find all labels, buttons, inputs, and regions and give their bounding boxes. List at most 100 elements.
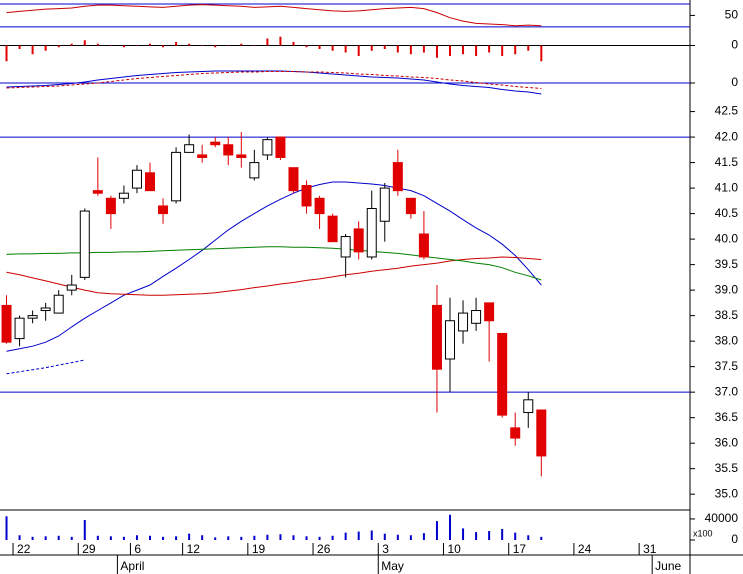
- line: [6, 4, 542, 27]
- bar: [292, 535, 295, 540]
- candle-body: [223, 144, 234, 156]
- bar: [449, 45, 451, 56]
- bar: [370, 45, 373, 51]
- bar: [514, 45, 517, 55]
- candle-body: [510, 427, 521, 439]
- bar: [370, 530, 373, 540]
- bar: [201, 535, 204, 540]
- candle-body: [536, 409, 547, 457]
- bar: [96, 43, 99, 46]
- month-label: April: [120, 559, 144, 573]
- bar: [383, 533, 386, 540]
- candle-body: [158, 205, 169, 215]
- y-tick-label: 37.0: [715, 384, 739, 398]
- bar: [383, 45, 386, 49]
- bar: [475, 45, 478, 56]
- bar: [18, 45, 21, 49]
- y-tick-label: 0: [731, 75, 738, 89]
- candle-body: [14, 317, 25, 340]
- bar: [540, 536, 543, 540]
- y-tick-label: 36.0: [715, 435, 739, 449]
- bar: [253, 535, 256, 540]
- x-tick-label: 12: [187, 542, 201, 556]
- bar: [83, 520, 86, 540]
- y-tick-label: 35.0: [715, 486, 739, 500]
- y-tick-label: 37.5: [715, 359, 739, 373]
- bar: [175, 536, 178, 540]
- bar: [501, 528, 504, 540]
- bar: [57, 535, 60, 540]
- bar: [409, 535, 412, 540]
- bar: [462, 45, 465, 55]
- y-tick-label: 42.5: [715, 104, 739, 118]
- bar: [305, 45, 308, 48]
- candle-body: [53, 294, 64, 314]
- bar: [475, 532, 478, 540]
- bar: [162, 536, 165, 540]
- bar: [5, 45, 8, 62]
- bar: [122, 45, 125, 48]
- candle-body: [379, 187, 390, 222]
- candle-body: [1, 304, 12, 343]
- bar: [396, 45, 399, 53]
- bar: [435, 45, 438, 58]
- bar: [70, 536, 73, 540]
- bar: [435, 521, 438, 540]
- x-tick-label: 19: [252, 542, 266, 556]
- candle-body: [484, 302, 495, 322]
- bar: [344, 532, 347, 540]
- bar: [44, 536, 47, 540]
- candle-body: [27, 315, 38, 319]
- moving-average: [6, 246, 542, 281]
- candle-body: [171, 151, 182, 202]
- volume-unit: x100: [693, 528, 713, 538]
- candle-body: [210, 141, 221, 146]
- candle-body: [418, 233, 429, 258]
- candle-body: [262, 139, 273, 156]
- line: [6, 71, 542, 89]
- bar: [149, 43, 151, 46]
- bar: [31, 536, 34, 540]
- y-tick-label: 0: [731, 532, 738, 546]
- y-tick-label: 38.5: [715, 308, 739, 322]
- candle-body: [184, 144, 195, 153]
- bar: [227, 45, 230, 46]
- bar: [540, 45, 543, 62]
- x-tick-label: 31: [643, 542, 657, 556]
- bar: [57, 45, 60, 48]
- month-label: June: [655, 559, 681, 573]
- candle-body: [458, 312, 469, 332]
- x-tick-label: 26: [317, 542, 331, 556]
- bar: [409, 45, 412, 55]
- month-label: May: [381, 559, 404, 573]
- candle-body: [92, 190, 103, 194]
- bar: [514, 532, 517, 540]
- bar: [109, 45, 112, 46]
- bar: [188, 533, 191, 540]
- bar: [266, 38, 269, 46]
- bar: [422, 533, 425, 540]
- bar: [527, 45, 530, 51]
- bar: [488, 45, 491, 53]
- candle-body: [405, 197, 416, 215]
- bar: [318, 536, 321, 540]
- y-tick-label: 50: [725, 8, 739, 22]
- candle-body: [79, 210, 90, 278]
- bar: [357, 531, 360, 540]
- bar: [240, 536, 243, 540]
- candle-body: [523, 399, 534, 414]
- y-tick-label: 41.0: [715, 180, 739, 194]
- x-tick-label: 3: [382, 542, 389, 556]
- candle-body: [314, 197, 325, 215]
- x-tick-label: 24: [578, 542, 592, 556]
- y-tick-label: 40000: [705, 511, 739, 525]
- candle-body: [471, 310, 482, 324]
- y-tick-label: 42.0: [715, 129, 739, 143]
- bar: [31, 45, 34, 55]
- candle-body: [236, 154, 247, 158]
- candle-body: [249, 162, 260, 179]
- bar: [318, 45, 321, 49]
- candle-body: [145, 172, 155, 192]
